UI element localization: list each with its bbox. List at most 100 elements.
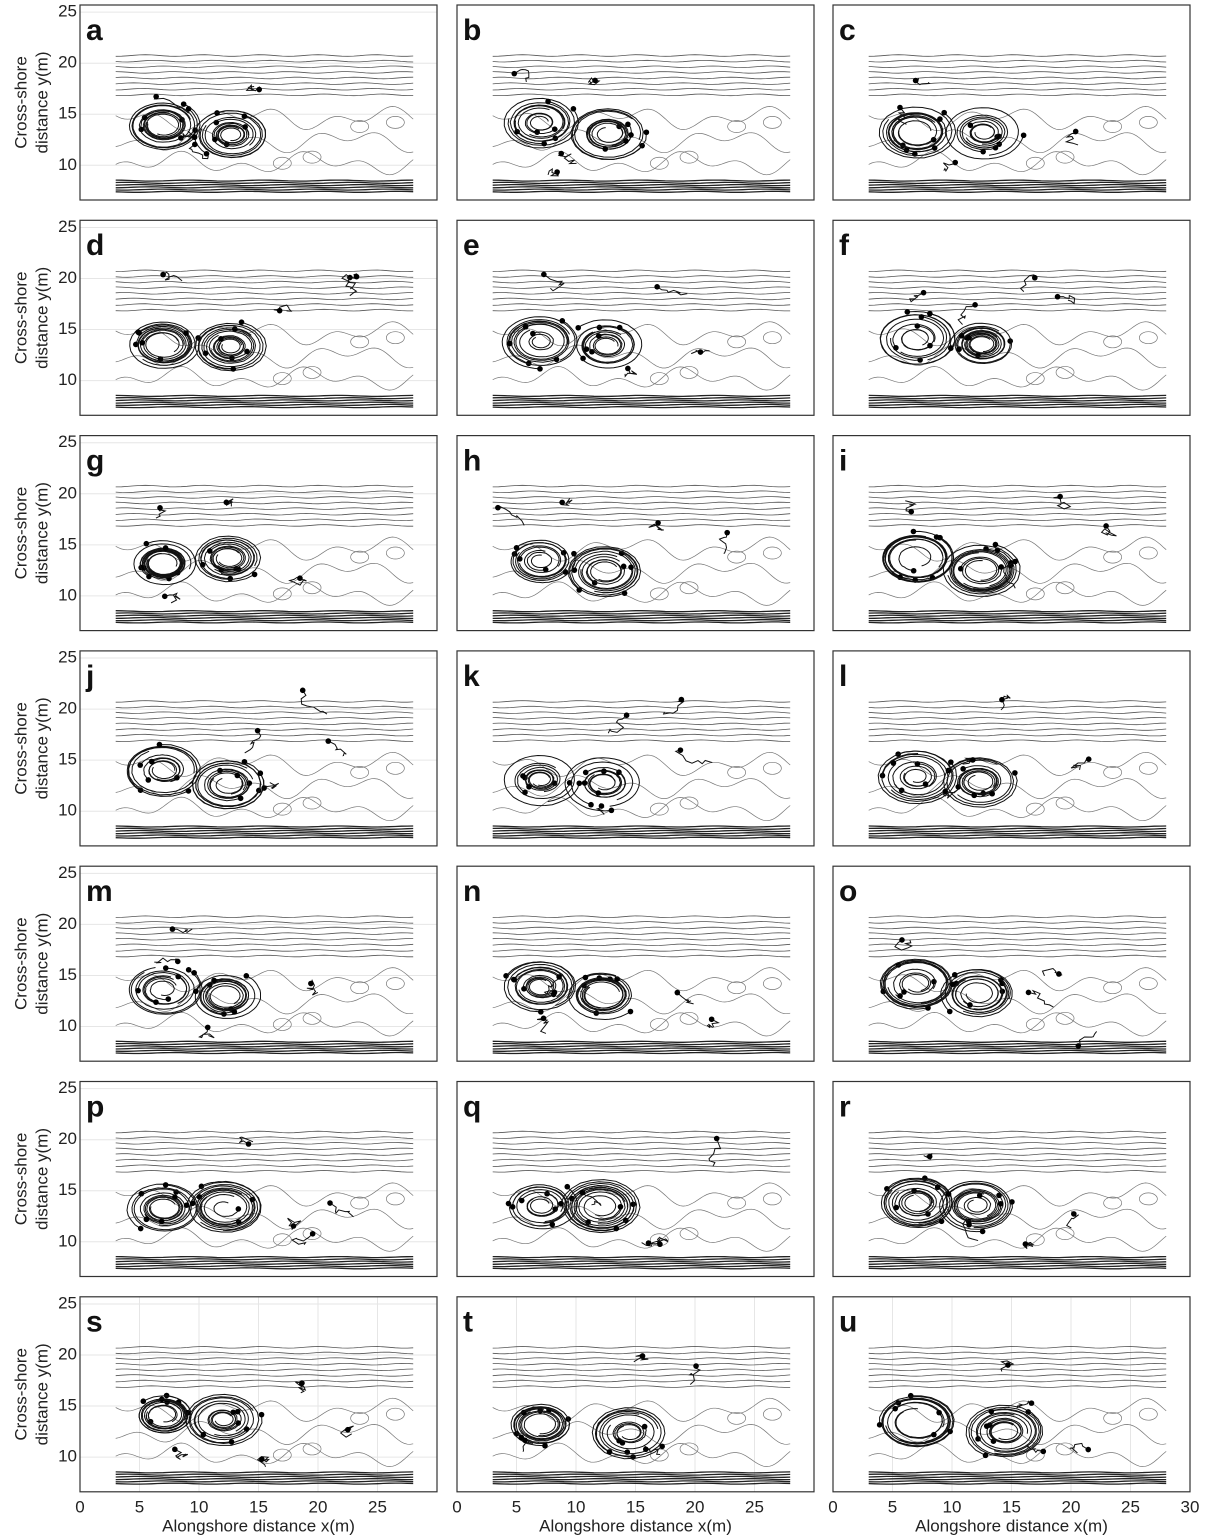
contour bbox=[115, 1264, 414, 1268]
drifter-position bbox=[983, 1423, 990, 1429]
contour bbox=[649, 156, 669, 170]
contour bbox=[492, 490, 791, 494]
contour bbox=[115, 87, 414, 91]
contour bbox=[1138, 116, 1158, 129]
drifter-track bbox=[509, 102, 570, 145]
contour bbox=[679, 581, 699, 595]
contour bbox=[1103, 550, 1123, 564]
drifter-position bbox=[893, 344, 899, 351]
x-tick-label: 15 bbox=[626, 1497, 645, 1516]
y-tick-label: 15 bbox=[58, 1396, 77, 1415]
drifter-track bbox=[568, 546, 642, 596]
drifter-track bbox=[197, 1402, 247, 1439]
drifter-track bbox=[141, 329, 184, 358]
contour bbox=[868, 507, 1167, 510]
drifter-position bbox=[892, 1405, 899, 1412]
drifter-position bbox=[193, 988, 199, 995]
contour bbox=[115, 150, 414, 176]
drifter-position bbox=[516, 556, 523, 562]
contour bbox=[115, 733, 414, 737]
contour bbox=[492, 915, 791, 918]
contour bbox=[868, 181, 1167, 185]
drifter-position bbox=[520, 773, 526, 779]
drifter-position bbox=[510, 976, 517, 983]
drifter-position bbox=[926, 1153, 933, 1160]
panel-label: o bbox=[839, 875, 857, 908]
contour bbox=[492, 1136, 791, 1139]
drifter-track bbox=[641, 1239, 661, 1247]
contour bbox=[679, 796, 699, 810]
contour bbox=[868, 501, 1167, 505]
drifter-position bbox=[183, 1202, 190, 1208]
drifter-track bbox=[132, 105, 196, 148]
drifter-position bbox=[241, 758, 248, 765]
contour bbox=[1055, 1011, 1075, 1025]
drifter-track bbox=[892, 323, 936, 349]
contour bbox=[492, 1475, 791, 1479]
drifter-position bbox=[206, 548, 213, 554]
drifter-track bbox=[287, 1217, 302, 1230]
drifter-track bbox=[896, 107, 908, 125]
drifter-track bbox=[952, 979, 1008, 1013]
drifter-position bbox=[917, 357, 923, 363]
contour bbox=[649, 1018, 669, 1031]
plot-area bbox=[457, 1296, 791, 1492]
contour bbox=[386, 977, 405, 990]
drifter-position bbox=[936, 1409, 942, 1416]
drifter-track bbox=[140, 110, 184, 139]
x-tick-label: 10 bbox=[943, 1497, 962, 1516]
y-axis-label: distance y(m) bbox=[32, 913, 51, 1015]
drifter-position bbox=[299, 1380, 305, 1386]
contour bbox=[868, 827, 1167, 830]
contour bbox=[386, 1407, 405, 1421]
panel-label: r bbox=[839, 1090, 851, 1123]
contour bbox=[115, 1205, 414, 1230]
drifter-track bbox=[624, 368, 638, 378]
y-tick-label: 10 bbox=[58, 155, 77, 174]
contour bbox=[115, 1130, 414, 1134]
contour bbox=[492, 286, 791, 289]
contour bbox=[115, 297, 414, 301]
drifter-position bbox=[1020, 132, 1027, 139]
drifter-track bbox=[149, 980, 175, 1001]
y-axis-label: Cross-shore bbox=[11, 702, 30, 795]
contour bbox=[492, 921, 791, 924]
contour bbox=[115, 71, 414, 74]
drifter-track bbox=[986, 1417, 1024, 1444]
y-tick-label: 15 bbox=[58, 965, 77, 984]
contour bbox=[115, 1258, 414, 1261]
drifter-track bbox=[588, 773, 616, 794]
contour bbox=[302, 1227, 322, 1240]
contour bbox=[868, 1482, 1167, 1485]
y-tick-label: 20 bbox=[58, 1344, 77, 1363]
contour bbox=[115, 65, 414, 69]
drifter-position bbox=[549, 1221, 556, 1228]
y-tick-label: 25 bbox=[58, 432, 77, 451]
contour bbox=[1055, 366, 1075, 379]
drifter-position bbox=[642, 1446, 649, 1453]
y-tick-label: 10 bbox=[58, 370, 77, 389]
drifter-track bbox=[217, 336, 245, 356]
contour bbox=[868, 1260, 1167, 1263]
panel-label: t bbox=[463, 1306, 473, 1339]
drifter-track bbox=[172, 928, 193, 934]
drifter-position bbox=[254, 727, 261, 734]
drifter-track bbox=[561, 498, 573, 506]
drifter-position bbox=[230, 1409, 237, 1416]
contour bbox=[868, 739, 1167, 743]
drifter-position bbox=[530, 330, 536, 337]
drifter-track bbox=[503, 97, 580, 149]
drifter-position bbox=[157, 505, 163, 511]
drifter-track bbox=[527, 771, 555, 790]
drifter-track bbox=[547, 167, 559, 177]
drifter-position bbox=[297, 575, 303, 582]
drifter-track bbox=[1003, 561, 1016, 589]
plot-area bbox=[868, 915, 1167, 1055]
drifter-track bbox=[949, 548, 1015, 593]
contour bbox=[492, 87, 791, 91]
contour bbox=[492, 181, 791, 185]
contour bbox=[868, 932, 1167, 935]
drifter-position bbox=[140, 1398, 147, 1405]
contour bbox=[492, 949, 791, 952]
contour bbox=[115, 82, 414, 85]
